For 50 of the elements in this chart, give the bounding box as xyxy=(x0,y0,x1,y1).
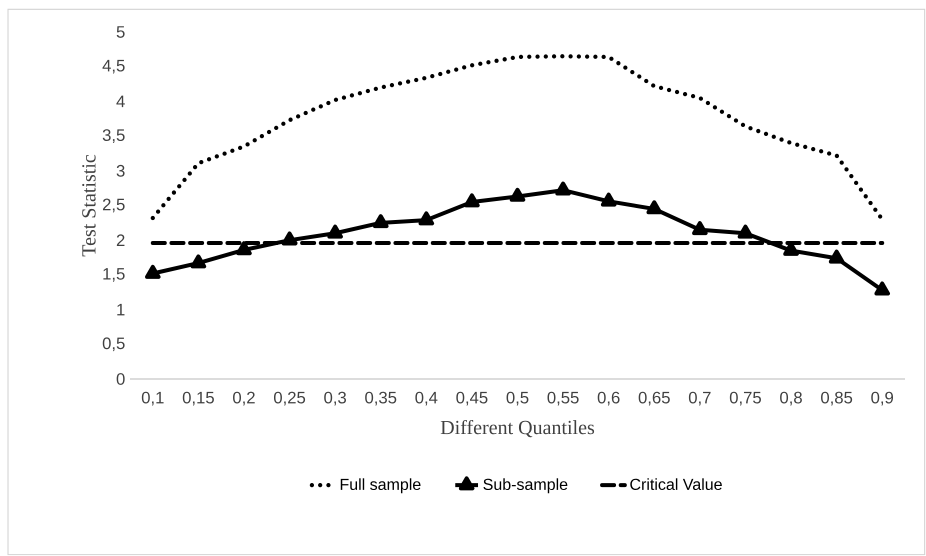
point xyxy=(464,193,480,208)
y-tick-label: 2,5 xyxy=(102,198,125,212)
point xyxy=(282,232,298,246)
legend-label: Full sample xyxy=(340,478,421,494)
legend-label: Critical Value xyxy=(630,478,722,490)
y-tick-label: 0,5 xyxy=(102,337,125,352)
y-tick-label: 3 xyxy=(116,164,125,177)
x-tick-label: 0,35 xyxy=(365,392,396,406)
point xyxy=(190,254,206,268)
x-axis-title: Different Quantiles xyxy=(440,420,594,438)
y-tick-label: 4 xyxy=(116,96,125,108)
point xyxy=(738,224,754,239)
point xyxy=(236,241,252,256)
point xyxy=(874,281,890,296)
x-tick-label: 0,4 xyxy=(415,392,438,406)
x-tick-label: 0,75 xyxy=(730,392,761,406)
point xyxy=(646,200,662,214)
y-tick-label: 1,5 xyxy=(103,268,125,282)
point xyxy=(692,221,708,236)
y-tick-label: 3,5 xyxy=(102,129,125,143)
y-tick-label: 5 xyxy=(116,26,125,38)
x-tick-label: 0,3 xyxy=(324,392,346,406)
x-tick-label: 0,2 xyxy=(233,392,255,406)
x-tick-label: 0,1 xyxy=(142,392,164,406)
x-tick-label: 0,5 xyxy=(506,392,528,406)
x-tick-label: 0,7 xyxy=(688,392,711,406)
x-tick-label: 0,55 xyxy=(548,392,579,406)
y-tick-label: 0 xyxy=(116,373,125,385)
point xyxy=(828,250,844,264)
x-tick-label: 0,6 xyxy=(598,392,620,406)
x-tick-label: 0,9 xyxy=(871,392,894,406)
x-tick-label: 0,85 xyxy=(821,392,852,406)
y-axis-title: Test Statistic xyxy=(82,154,96,256)
point xyxy=(555,182,571,196)
legend-label: Sub-sample xyxy=(483,478,568,494)
point xyxy=(418,211,434,226)
point xyxy=(600,192,616,207)
x-tick-label: 0,15 xyxy=(182,392,214,406)
y-tick-label: 1 xyxy=(117,304,124,316)
point xyxy=(327,224,343,239)
x-tick-label: 0,25 xyxy=(274,392,306,406)
x-tick-label: 0,45 xyxy=(456,392,488,406)
point xyxy=(145,264,161,279)
line-series xyxy=(150,54,884,222)
y-tick-label: 4,5 xyxy=(102,60,125,74)
point xyxy=(372,214,389,228)
y-tick-label: 2 xyxy=(116,234,124,246)
point xyxy=(510,188,526,202)
x-tick-label: 0,65 xyxy=(638,392,670,406)
x-tick-label: 0,8 xyxy=(780,392,802,406)
